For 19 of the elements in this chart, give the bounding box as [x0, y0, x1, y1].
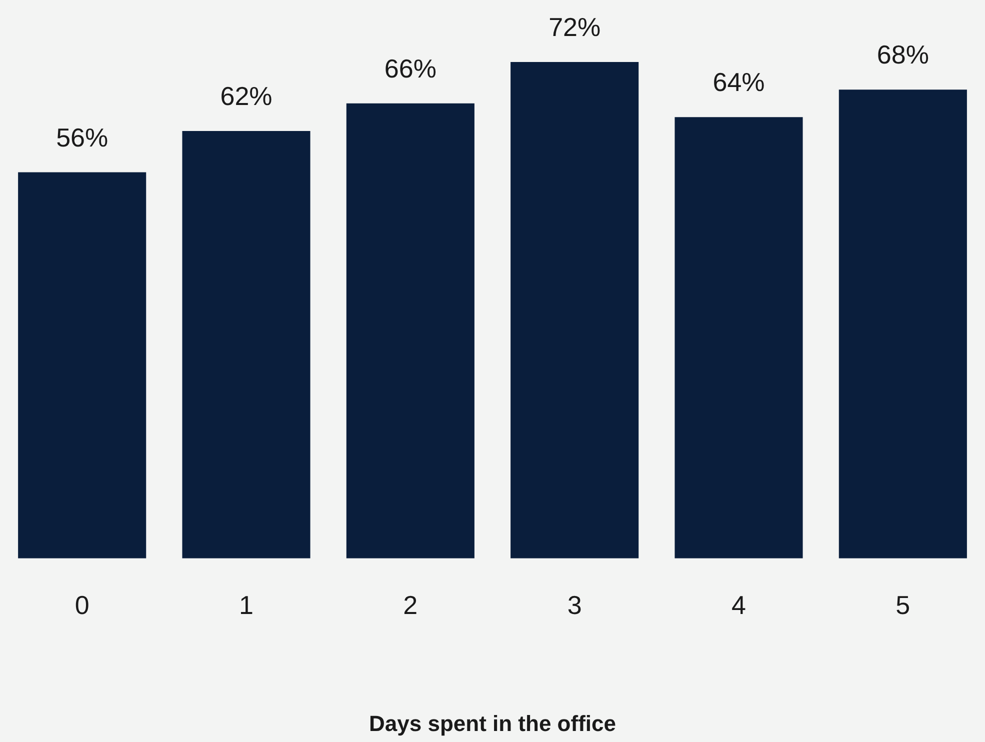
bar: [674, 117, 803, 558]
bar: [182, 130, 310, 558]
data-label: 68%: [876, 40, 929, 70]
x-axis-title: Days spent in the office: [369, 710, 616, 736]
x-tick-label: 2: [403, 590, 418, 620]
x-tick-label: 1: [239, 590, 254, 620]
data-label: 56%: [56, 122, 108, 152]
bar: [838, 90, 967, 558]
data-label: 64%: [712, 67, 765, 98]
data-label: 62%: [220, 80, 272, 111]
data-label: 66%: [384, 53, 436, 84]
bar: [346, 103, 474, 558]
data-label: 72%: [548, 12, 601, 42]
bar: [18, 172, 146, 558]
x-tick-label: 5: [896, 590, 910, 620]
x-tick-label: 0: [74, 590, 90, 620]
x-tick-label: 4: [732, 590, 746, 620]
x-tick-label: 3: [567, 590, 582, 620]
bar: [510, 62, 639, 558]
